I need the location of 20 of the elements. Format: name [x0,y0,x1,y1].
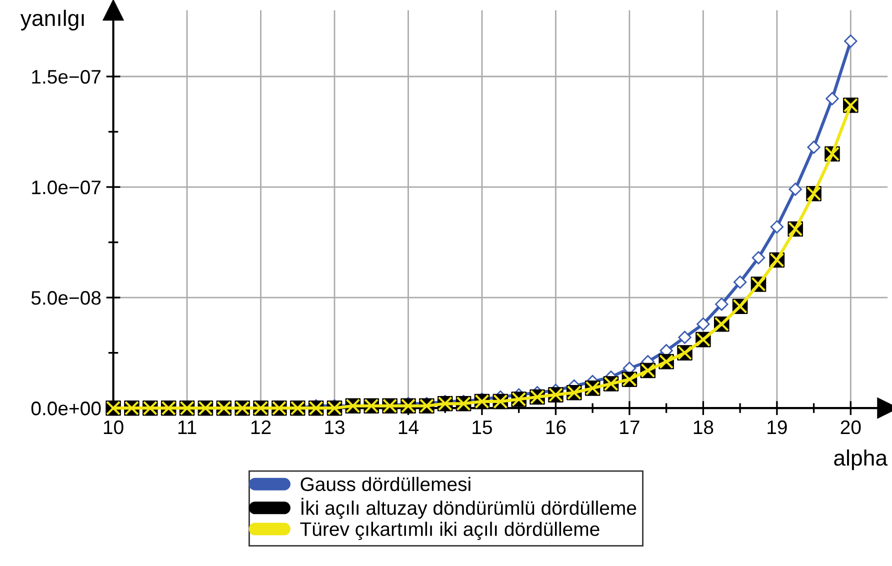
x-tick-label: 11 [178,420,196,434]
y-axis-title: yanılgı [20,10,84,30]
x-axis-title: alpha [834,449,888,470]
legend-label: İki açılı altuzay döndürümlü dördülleme [302,498,636,519]
x-tick-label: 10 [104,420,124,434]
x-tick-label: 17 [620,420,640,434]
x-tick-label: 20 [840,420,861,434]
x-tick-label: 19 [768,420,787,434]
legend-label: Gauss dördüllemesi [300,476,470,492]
y-tick-label: 1.0e−07 [32,180,101,194]
x-tick-label: 14 [398,420,418,434]
x-tick-label: 13 [325,420,344,434]
y-tick-label: 1.5e−07 [32,70,101,84]
x-tick-label: 15 [472,420,492,434]
y-tick-label: 5.0e−08 [31,291,101,305]
x-tick-label: 12 [251,420,271,434]
x-tick-label: 16 [546,420,566,434]
y-tick-label: 0.0e+00 [31,402,101,416]
legend-label: Türev çıkartımlı iki açılı dördülleme [300,522,600,540]
x-tick-label: 18 [694,420,714,434]
